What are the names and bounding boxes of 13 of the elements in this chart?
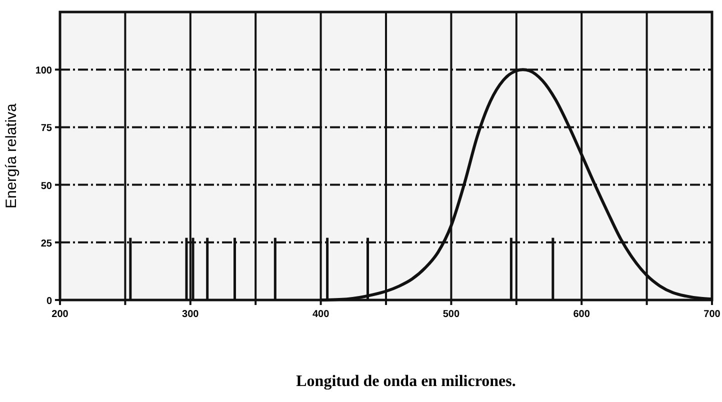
y-axis-title: Energía relativa xyxy=(3,102,20,209)
y-tick-label: 50 xyxy=(40,180,52,192)
y-tick-label: 0 xyxy=(46,296,52,307)
x-tick-label: 700 xyxy=(704,309,721,320)
x-tick-label: 600 xyxy=(573,309,590,320)
x-tick-label: 500 xyxy=(442,309,460,320)
x-tick-label: 400 xyxy=(312,309,330,320)
y-tick-label: 75 xyxy=(40,123,52,134)
y-tick-label: 100 xyxy=(35,66,52,77)
x-tick-label: 300 xyxy=(182,309,200,320)
y-tick-label: 25 xyxy=(40,238,52,250)
x-axis-title: Longitud de onda en milicrones. xyxy=(296,373,516,390)
x-tick-label: 200 xyxy=(52,309,69,320)
